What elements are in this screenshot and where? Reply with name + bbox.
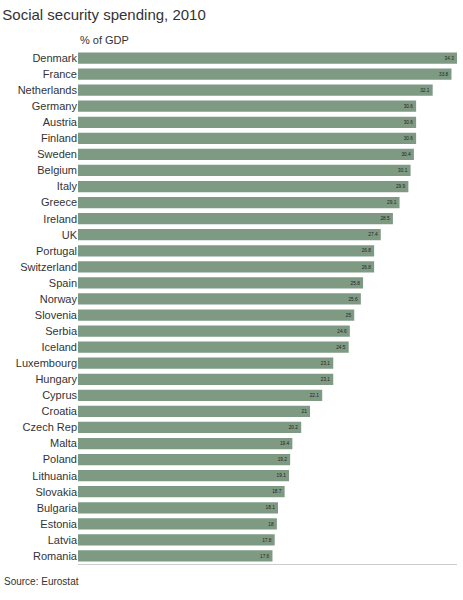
svg-text:Norway: Norway xyxy=(40,293,78,305)
svg-text:Poland: Poland xyxy=(43,453,77,465)
svg-text:Czech Rep: Czech Rep xyxy=(23,421,77,433)
svg-text:Finland: Finland xyxy=(41,132,77,144)
svg-text:34.3: 34.3 xyxy=(445,56,455,61)
svg-text:Estonia: Estonia xyxy=(40,518,78,530)
svg-text:Sweden: Sweden xyxy=(37,148,77,160)
svg-text:Switzerland: Switzerland xyxy=(20,261,77,273)
svg-text:18: 18 xyxy=(268,522,274,527)
svg-text:25.6: 25.6 xyxy=(348,297,358,302)
svg-text:23.1: 23.1 xyxy=(321,377,331,382)
svg-text:% of GDP: % of GDP xyxy=(80,34,129,46)
svg-text:Malta: Malta xyxy=(50,437,78,449)
svg-text:30.4: 30.4 xyxy=(401,152,411,157)
svg-text:Greece: Greece xyxy=(41,196,77,208)
svg-text:20.2: 20.2 xyxy=(289,425,299,430)
svg-text:Belgium: Belgium xyxy=(37,164,77,176)
svg-text:Luxembourg: Luxembourg xyxy=(16,357,77,369)
svg-text:Ireland: Ireland xyxy=(43,213,77,225)
svg-text:Slovenia: Slovenia xyxy=(35,309,78,321)
svg-text:Social security spending, 2010: Social security spending, 2010 xyxy=(2,6,205,23)
svg-text:26.8: 26.8 xyxy=(362,265,372,270)
svg-text:Serbia: Serbia xyxy=(45,325,78,337)
svg-text:17.8: 17.8 xyxy=(262,538,272,543)
svg-text:22.1: 22.1 xyxy=(310,393,320,398)
svg-text:17.6: 17.6 xyxy=(260,554,270,559)
svg-text:19.2: 19.2 xyxy=(278,457,288,462)
svg-text:18.7: 18.7 xyxy=(272,489,282,494)
svg-text:Spain: Spain xyxy=(49,277,77,289)
svg-text:24.6: 24.6 xyxy=(337,329,347,334)
svg-text:19.4: 19.4 xyxy=(280,441,290,446)
svg-text:30.6: 30.6 xyxy=(404,136,414,141)
svg-text:Source: Eurostat: Source: Eurostat xyxy=(4,576,79,587)
svg-text:Latvia: Latvia xyxy=(48,534,78,546)
svg-text:29.1: 29.1 xyxy=(387,200,397,205)
svg-text:Romania: Romania xyxy=(33,550,78,562)
svg-text:30.1: 30.1 xyxy=(398,168,408,173)
svg-text:Germany: Germany xyxy=(32,100,78,112)
svg-text:27.4: 27.4 xyxy=(368,232,378,237)
svg-text:28.5: 28.5 xyxy=(380,216,390,221)
svg-text:Hungary: Hungary xyxy=(35,373,77,385)
svg-text:Croatia: Croatia xyxy=(42,405,78,417)
svg-text:Netherlands: Netherlands xyxy=(18,84,78,96)
svg-text:Portugal: Portugal xyxy=(36,245,77,257)
svg-text:24.5: 24.5 xyxy=(336,345,346,350)
svg-text:18.1: 18.1 xyxy=(266,505,276,510)
svg-text:30.6: 30.6 xyxy=(404,120,414,125)
svg-text:23.1: 23.1 xyxy=(321,361,331,366)
svg-text:Bulgaria: Bulgaria xyxy=(37,502,78,514)
svg-text:Denmark: Denmark xyxy=(32,52,77,64)
svg-text:25.8: 25.8 xyxy=(351,281,361,286)
svg-text:Lithuania: Lithuania xyxy=(32,470,78,482)
svg-text:France: France xyxy=(43,68,77,80)
svg-text:19.1: 19.1 xyxy=(277,473,287,478)
svg-text:33.8: 33.8 xyxy=(439,72,449,77)
svg-text:25: 25 xyxy=(346,313,352,318)
svg-text:26.8: 26.8 xyxy=(362,248,372,253)
svg-text:Slovakia: Slovakia xyxy=(35,486,77,498)
svg-text:30.6: 30.6 xyxy=(404,104,414,109)
svg-text:Iceland: Iceland xyxy=(42,341,77,353)
svg-text:Italy: Italy xyxy=(57,180,78,192)
svg-text:32.1: 32.1 xyxy=(420,88,430,93)
svg-text:Austria: Austria xyxy=(43,116,78,128)
svg-text:29.9: 29.9 xyxy=(396,184,406,189)
svg-text:Cyprus: Cyprus xyxy=(42,389,77,401)
svg-text:UK: UK xyxy=(62,229,78,241)
svg-text:21: 21 xyxy=(302,409,308,414)
